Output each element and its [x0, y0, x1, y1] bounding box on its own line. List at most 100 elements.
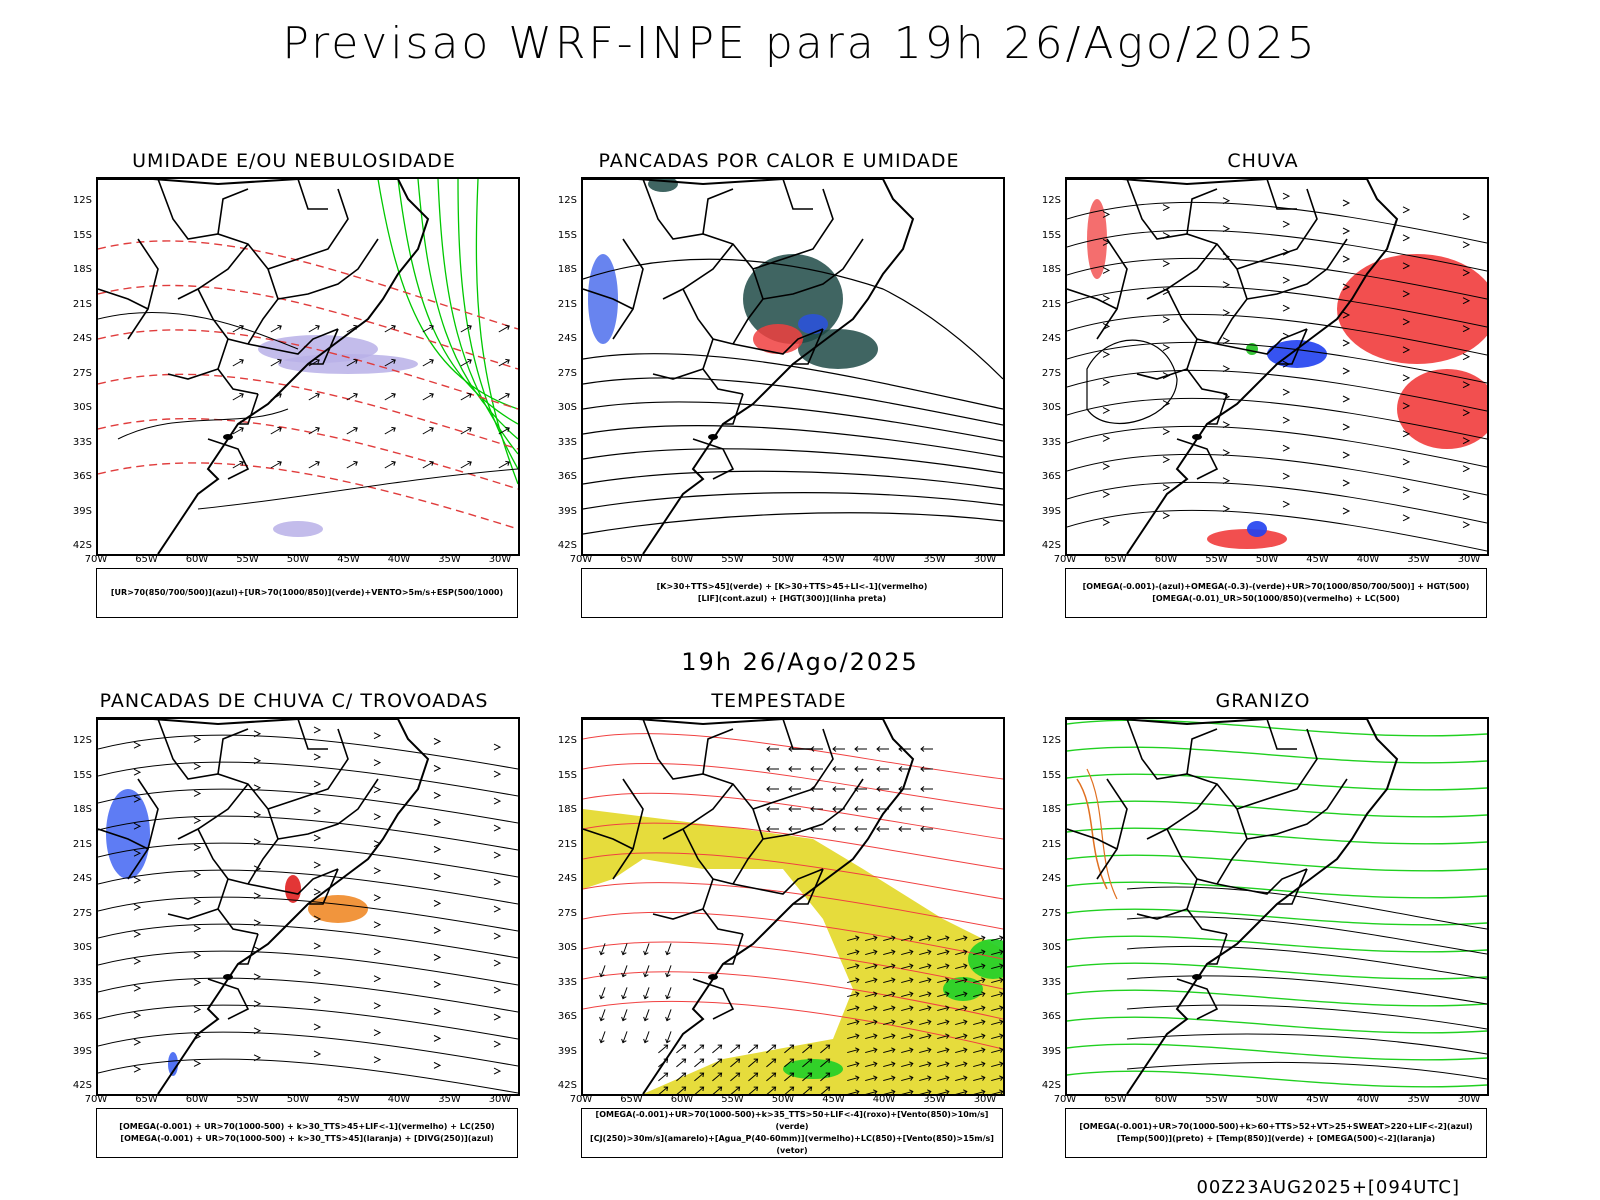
wind-vector — [232, 324, 244, 333]
lat-tick-label: 30S — [1041, 942, 1061, 953]
lon-tick-label: 55W — [236, 554, 259, 565]
streamline-arrow — [493, 851, 502, 859]
wind-vector — [955, 1075, 968, 1082]
panel-legend: [OMEGA(-0.001) + UR>70(1000-500) + k>30_… — [96, 1108, 518, 1158]
lat-tick-label: 21S — [1041, 298, 1061, 310]
divergence-area — [106, 789, 150, 879]
streamline-arrow — [1282, 192, 1291, 200]
state-border — [1186, 188, 1218, 235]
wind-vector — [658, 1072, 669, 1082]
streamline-arrow — [313, 753, 322, 761]
wind-vector — [901, 935, 914, 942]
streamline-arrow — [133, 930, 142, 938]
state-border — [177, 783, 249, 840]
hgt300-contour — [583, 492, 1003, 510]
lon-tick-label: 65W — [620, 554, 643, 565]
state-border — [1236, 728, 1318, 810]
legend-line: [OMEGA(-0.001) + UR>70(1000-500) + k>30_… — [120, 1134, 494, 1143]
temp850-contour — [1067, 1070, 1487, 1088]
streamline — [98, 761, 518, 797]
forecast-map — [1065, 717, 1489, 1096]
streamline-arrow — [1102, 406, 1111, 414]
lat-tick-label: 12S — [1041, 735, 1061, 746]
lat-tick-label: 27S — [72, 907, 92, 919]
state-border — [1186, 338, 1228, 395]
wind-vector — [937, 1005, 950, 1012]
state-border — [98, 828, 149, 850]
lat-tick-label: 15S — [72, 769, 92, 781]
streamline-arrow — [1342, 507, 1351, 515]
legend-line: [LIF](cont.azul) + [HGT(300)](linha pret… — [697, 594, 887, 603]
streamline-arrow — [1462, 409, 1471, 417]
temp850-contour — [1067, 881, 1487, 899]
streamline-arrow — [1102, 518, 1111, 526]
wind-vector — [973, 1061, 986, 1068]
streamline-arrow — [1462, 241, 1471, 249]
wind-vector — [883, 1061, 896, 1068]
wind-vector — [991, 1005, 1003, 1012]
streamline-arrow — [1402, 458, 1411, 466]
state-border — [197, 828, 249, 885]
lat-tick-label: 39S — [1041, 505, 1061, 517]
panel-tempestade: TEMPESTADE 12S 15S 18S 21S 24S 27S 30S 33S 36S 39S… — [543, 690, 1015, 1160]
wind-vector — [712, 1044, 723, 1054]
wind-vector — [865, 1005, 878, 1012]
streamline-arrow — [1162, 316, 1171, 324]
strong-wind-area — [968, 939, 1003, 979]
streamline — [1067, 229, 1487, 272]
lon-tick-label: 70W — [569, 554, 593, 565]
lon-tick-label: 65W — [135, 554, 158, 565]
wind-vector — [802, 1058, 813, 1068]
wind-vector — [937, 1033, 950, 1040]
streamline-arrow — [1342, 423, 1351, 431]
streamline-arrow — [1402, 206, 1411, 214]
streamline — [98, 950, 518, 986]
state-border — [238, 933, 259, 965]
panel-title: PANCADAS POR CALOR E UMIDADE — [598, 150, 960, 172]
lon-tick-label: 50W — [771, 1094, 795, 1105]
lat-tick-label: 42S — [1041, 1080, 1061, 1091]
wind-vector — [901, 1019, 914, 1026]
lat-tick-label: 12S — [1041, 195, 1061, 206]
streamline-arrow — [433, 1007, 442, 1015]
wind-vector — [955, 1047, 968, 1054]
streamline-arrow — [133, 1011, 142, 1019]
streamline-arrow — [1102, 294, 1111, 302]
isobar — [197, 468, 518, 510]
state-border — [723, 933, 744, 965]
streamline-arrow — [1402, 430, 1411, 438]
wind-vector — [766, 1044, 777, 1054]
wind-vector — [308, 460, 320, 469]
lon-tick-label: 70W — [1053, 554, 1077, 565]
state-border — [702, 338, 744, 395]
streamline-arrow — [1282, 220, 1291, 228]
legend-line: [Temp(500)](preto) + [Temp(850)](verde) … — [1116, 1134, 1436, 1143]
state-border — [762, 778, 864, 840]
wind-vector — [991, 949, 1003, 956]
streamline-arrow — [433, 791, 442, 799]
wind-vector — [308, 358, 320, 367]
streamline — [1067, 481, 1487, 524]
legend-line: [CJ(250)>30m/s](amarelo)+[Agua_P(40-60mm… — [590, 1134, 994, 1155]
wind-vector — [766, 1058, 777, 1068]
streamline-arrow — [253, 1027, 262, 1035]
streamline-arrow — [313, 861, 322, 869]
lat-tick-label: 21S — [1041, 838, 1061, 850]
strong-wind-area — [783, 1059, 843, 1079]
coastline — [98, 719, 430, 1094]
state-border — [308, 328, 339, 365]
coastline — [1067, 719, 1399, 1094]
state-border — [692, 438, 735, 480]
wind-vector — [937, 935, 950, 942]
legend-line: [OMEGA(-0.001) + UR>70(1000-500) + k>30_… — [119, 1122, 495, 1131]
forecast-map — [581, 177, 1005, 556]
wind-vector — [920, 826, 933, 832]
wind-vector — [832, 766, 845, 772]
wind-vector — [876, 826, 889, 832]
panel-legend: [K>30+TTS>45](verde) + [K>30+TTS>45+LI<-… — [581, 568, 1003, 618]
streamline — [98, 815, 518, 851]
wind-vector — [784, 1058, 795, 1068]
wind-vector — [820, 1086, 831, 1094]
wind-vector — [865, 1033, 878, 1040]
severe-thunderstorm-area — [285, 875, 301, 903]
